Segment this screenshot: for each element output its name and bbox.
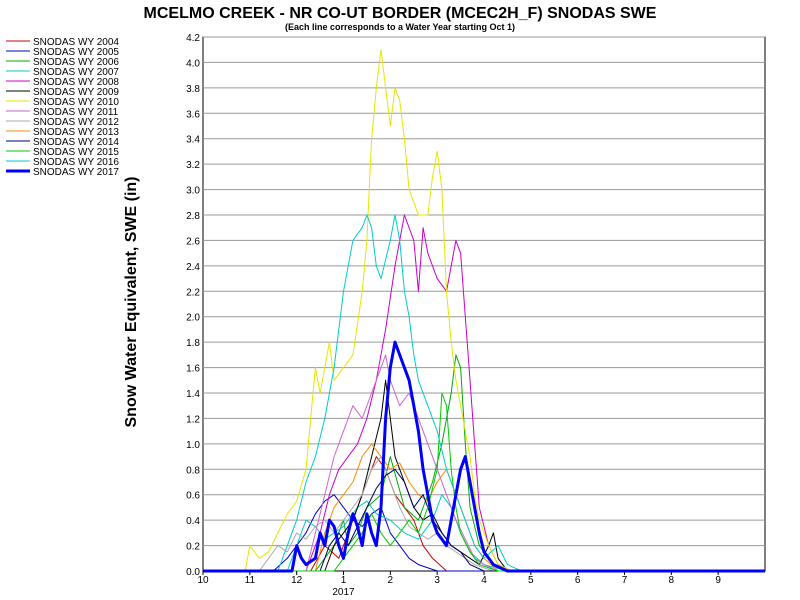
x-tick-label: 1	[341, 575, 347, 586]
y-tick-label: 4.2	[186, 33, 200, 44]
legend-label: SNODAS WY 2017	[33, 167, 119, 178]
y-tick-label: 1.4	[186, 389, 200, 400]
y-tick-label: 3.6	[186, 109, 200, 120]
y-tick-label: 0.8	[186, 465, 200, 476]
y-tick-label: 1.2	[186, 414, 200, 425]
y-tick-label: 0.6	[186, 491, 200, 502]
series-line-4	[203, 214, 765, 572]
y-tick-label: 3.4	[186, 135, 200, 146]
y-tick-label: 1.0	[186, 440, 200, 451]
y-tick-label: 2.8	[186, 211, 200, 222]
y-tick-label: 3.8	[186, 84, 200, 95]
y-tick-label: 4.0	[186, 58, 200, 69]
axes: 0.0 0.2 0.4 0.6 0.8 1.0 1.2 1.4 1.6 1.8 2.0 2.2 2.4 2…	[186, 33, 721, 586]
y-tick-label: 2.2	[186, 287, 200, 298]
y-tick-label: 0.4	[186, 516, 200, 527]
x-tick-label: 8	[669, 575, 675, 586]
legend-label: SNODAS WY 2011	[33, 107, 119, 118]
chart-subtitle: (Each line corresponds to a Water Year s…	[285, 22, 515, 32]
x-tick-label: 6	[575, 575, 581, 586]
y-tick-label: 2.6	[186, 236, 200, 247]
legend-label: SNODAS WY 2005	[33, 47, 119, 58]
series-line-10	[203, 468, 765, 572]
x-year-label: 2017	[332, 587, 355, 598]
chart-title: MCELMO CREEK - NR CO-UT BORDER (MCEC2H_F…	[144, 5, 657, 22]
series-line-7	[203, 354, 765, 572]
x-tick-label: 3	[434, 575, 440, 586]
series-line-8	[203, 456, 765, 572]
y-tick-label: 3.2	[186, 160, 200, 171]
x-tick-label: 5	[528, 575, 534, 586]
x-tick-label: 4	[481, 575, 487, 586]
y-tick-label: 0.2	[186, 542, 200, 553]
legend-label: SNODAS WY 2007	[33, 67, 119, 78]
x-tick-label: 10	[197, 575, 209, 586]
legend-label: SNODAS WY 2012	[33, 117, 119, 128]
legend-label: SNODAS WY 2010	[33, 97, 119, 108]
y-tick-label: 0.0	[186, 567, 200, 578]
series-line-11	[203, 392, 765, 572]
legend-label: SNODAS WY 2004	[33, 37, 119, 48]
legend-label: SNODAS WY 2006	[33, 57, 119, 68]
legend-label: SNODAS WY 2013	[33, 127, 119, 138]
grid-lines	[202, 36, 766, 572]
x-tick-label: 2	[388, 575, 394, 586]
legend-label: SNODAS WY 2014	[33, 137, 119, 148]
x-tick-label: 12	[291, 575, 303, 586]
series-line-6	[203, 49, 765, 572]
y-tick-label: 3.0	[186, 186, 200, 197]
x-tick-label: 9	[715, 575, 721, 586]
legend-label: SNODAS WY 2016	[33, 157, 119, 168]
legend-label: SNODAS WY 2009	[33, 87, 119, 98]
plot-area	[202, 36, 766, 572]
legend-label: SNODAS WY 2015	[33, 147, 119, 158]
x-tick-label: 11	[245, 575, 256, 586]
y-axis-label: Snow Water Equivalent, SWE (in)	[123, 177, 140, 428]
series-line-13	[203, 340, 765, 573]
legend-label: SNODAS WY 2008	[33, 77, 119, 88]
y-tick-label: 2.0	[186, 313, 200, 324]
x-tick-label: 7	[622, 575, 628, 586]
y-tick-label: 2.4	[186, 262, 200, 273]
y-tick-label: 1.6	[186, 364, 200, 375]
series-line-12	[203, 214, 765, 572]
series-layer	[203, 49, 765, 573]
y-tick-label: 1.8	[186, 338, 200, 349]
